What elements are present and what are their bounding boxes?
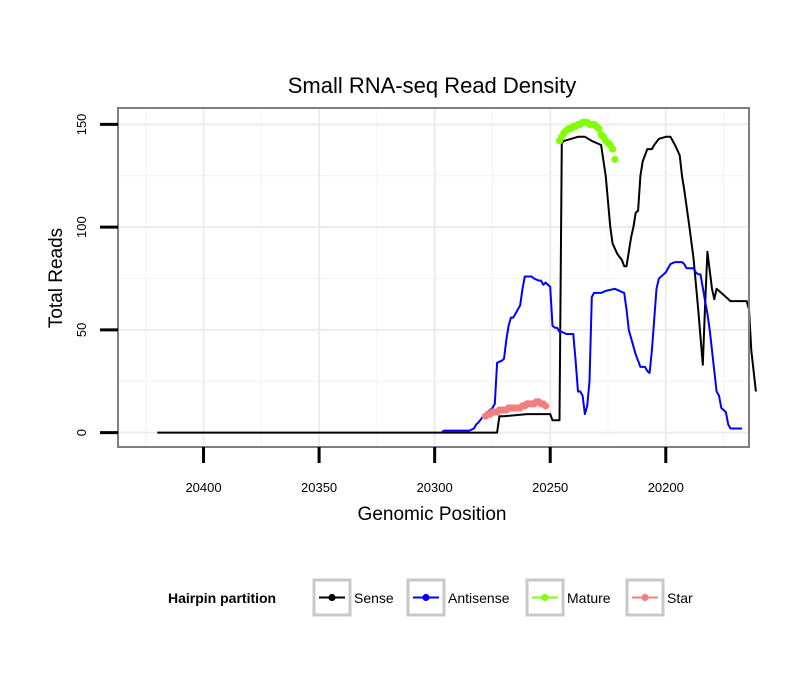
legend-point-mature	[541, 593, 549, 602]
legend-item-mature: Mature	[525, 578, 611, 617]
legend-point-sense	[328, 593, 336, 602]
y-tick-label: 100	[74, 216, 89, 238]
x-tick-label: 20400	[185, 480, 221, 495]
legend-item-antisense: Antisense	[406, 578, 510, 617]
series-layer	[157, 118, 757, 434]
legend-label-antisense: Antisense	[448, 590, 510, 606]
y-axis-title: Total Reads	[46, 228, 67, 328]
plot-panel-border	[117, 107, 750, 448]
x-axis-title: Genomic Position	[358, 504, 507, 525]
chart-title: Small RNA-seq Read Density	[288, 73, 577, 98]
axes: 20400 20350 20300 20250 20200 0 50 100 150	[74, 114, 684, 495]
grid	[118, 108, 749, 447]
legend-label-star: Star	[667, 590, 693, 606]
legend-point-antisense	[422, 593, 430, 602]
series-line-antisense	[440, 261, 743, 434]
series-line-sense	[157, 135, 757, 434]
legend-item-star: Star	[625, 578, 693, 617]
legend-item-sense: Sense	[312, 578, 394, 617]
x-tick-label: 20350	[301, 480, 337, 495]
y-tick-label: 150	[74, 114, 89, 136]
y-tick-label: 50	[74, 323, 89, 337]
data-point-mature	[609, 145, 617, 153]
x-tick-label: 20200	[648, 480, 684, 495]
x-tick-label: 20300	[417, 480, 453, 495]
x-tick-label: 20250	[532, 480, 568, 495]
legend: Hairpin partition Sense Antisense Mature St…	[168, 578, 693, 617]
legend-point-star	[641, 593, 649, 602]
legend-title: Hairpin partition	[168, 590, 276, 606]
data-point-mature	[595, 124, 603, 133]
legend-label-sense: Sense	[354, 590, 394, 606]
legend-label-mature: Mature	[567, 590, 611, 606]
data-point-star	[542, 402, 550, 410]
y-tick-label: 0	[74, 429, 89, 436]
data-point-mature	[611, 155, 619, 163]
